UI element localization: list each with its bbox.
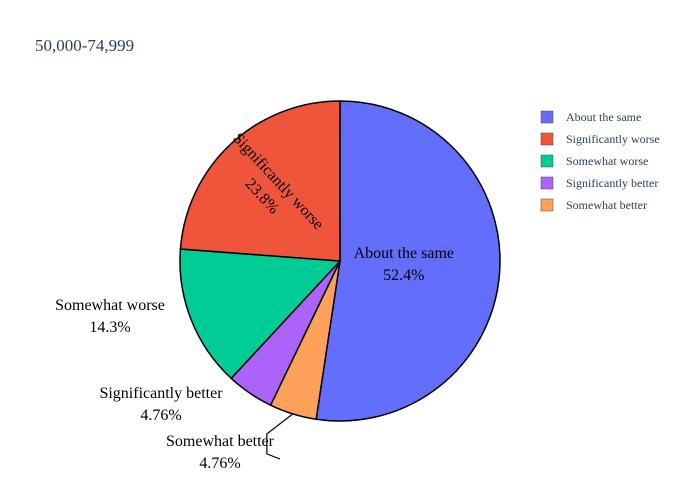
legend-swatch-somewhat-worse	[540, 154, 554, 168]
legend-item-somewhat-better[interactable]: Somewhat better	[540, 198, 647, 212]
legend-label-significantly-worse: Significantly worse	[566, 132, 660, 146]
legend-label-somewhat-better: Somewhat better	[566, 198, 647, 212]
slice-label-somewhat-worse: Somewhat worse 14.3%	[55, 297, 165, 336]
legend-item-somewhat-worse[interactable]: Somewhat worse	[540, 154, 648, 168]
legend-swatch-significantly-worse	[540, 132, 554, 146]
chart-title: 50,000-74,999	[35, 36, 134, 55]
slice-label-significantly-better: Significantly better 4.76%	[99, 385, 223, 424]
legend-swatch-about-the-same	[540, 110, 554, 124]
legend-label-about-the-same: About the same	[566, 110, 641, 124]
pie-slices	[179, 100, 501, 422]
legend-item-significantly-worse[interactable]: Significantly worse	[540, 132, 660, 146]
slice-about-the-same[interactable]	[315, 100, 501, 422]
legend-item-about-the-same[interactable]: About the same	[540, 110, 641, 124]
slice-label-somewhat-better: Somewhat better 4.76%	[166, 433, 275, 472]
leader-line-somewhat-better	[266, 413, 294, 460]
legend-swatch-significantly-better	[540, 176, 554, 190]
slice-label-about-the-same: About the same 52.4%	[354, 245, 454, 284]
legend: About the same Significantly worse Somewha…	[540, 110, 660, 212]
slice-significantly-worse[interactable]	[179, 100, 341, 262]
legend-item-significantly-better[interactable]: Significantly better	[540, 176, 658, 190]
slice-somewhat-worse[interactable]	[179, 248, 342, 380]
legend-label-significantly-better: Significantly better	[566, 176, 658, 190]
legend-label-somewhat-worse: Somewhat worse	[566, 154, 648, 168]
legend-swatch-somewhat-better	[540, 198, 554, 212]
